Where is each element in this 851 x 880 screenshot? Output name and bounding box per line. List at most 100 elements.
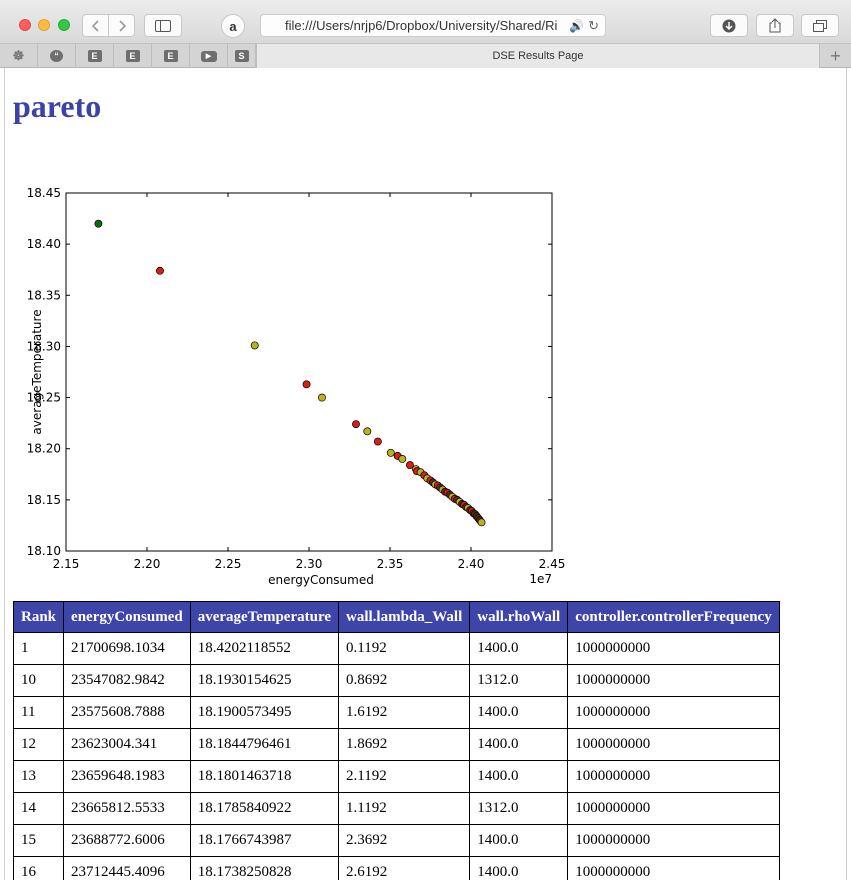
address-bar[interactable]: file:///Users/nrjp6/Dropbox/University/S… xyxy=(260,14,606,37)
table-cell: 12 xyxy=(12,728,65,761)
share-icon xyxy=(769,18,781,33)
favorite-s-icon: S xyxy=(234,50,249,62)
table-row: 13 23659648.1983 18.1801463718 2.1192 1400.0… xyxy=(12,760,780,793)
data-point xyxy=(156,266,164,275)
table-row: 16 23712445.4096 18.1738250828 2.6192 1400.0… xyxy=(12,856,780,880)
forward-button[interactable] xyxy=(109,15,134,36)
y-tick-label: 18.10 xyxy=(27,544,61,558)
data-point xyxy=(386,448,395,457)
favorite-s[interactable]: S xyxy=(228,44,256,68)
table-cell: 1000000000 xyxy=(567,760,780,793)
table-cell: 1.1192 xyxy=(337,792,471,825)
table-cell: 1000000000 xyxy=(567,632,780,665)
downloads-button[interactable] xyxy=(710,14,748,37)
data-point xyxy=(405,461,414,470)
table-row: 15 23688772.6006 18.1766743987 2.3692 1400.0… xyxy=(12,824,780,857)
url-text: file:///Users/nrjp6/Dropbox/University/S… xyxy=(285,18,558,33)
favorite-youtube[interactable]: ▶ xyxy=(190,44,228,68)
table-cell: 1 xyxy=(12,632,65,665)
y-tick-label: 18.45 xyxy=(27,186,61,200)
table-cell: 18.1766743987 xyxy=(189,824,340,857)
page-title: pareto xyxy=(13,88,102,124)
results-table: Rank energyConsumed averageTemperature wall… xyxy=(12,601,780,880)
new-tab-button[interactable]: + xyxy=(820,44,851,68)
favorite-e-3[interactable]: E xyxy=(152,44,190,68)
favorite-e-2[interactable]: E xyxy=(114,44,152,68)
youtube-icon: ▶ xyxy=(200,50,217,62)
table-cell: 1312.0 xyxy=(469,664,569,697)
pareto-scatter-plot: 2.15 2.20 2.25 2.30 2.35 2.40 2.45 18.10 18.15 1… xyxy=(27,186,566,587)
table-cell: 1.6192 xyxy=(337,696,471,729)
y-tick-label: 18.30 xyxy=(27,339,61,353)
y-axis-ticks: 18.10 18.15 18.20 18.25 18.30 18.35 18.40 18.45 xyxy=(27,186,552,558)
table-cell: 23665812.5533 xyxy=(63,792,191,825)
x-axis-label: energyConsumed xyxy=(268,573,374,587)
table-cell: 18.1801463718 xyxy=(189,760,340,793)
data-point xyxy=(250,341,259,350)
x-axis-ticks: 2.15 2.20 2.25 2.30 2.35 2.40 2.45 xyxy=(53,193,565,571)
favorite-chat[interactable]: “ xyxy=(38,44,76,68)
amazon-icon: a xyxy=(229,18,237,34)
tabs-overview-button[interactable] xyxy=(801,14,839,37)
favorite-ghost[interactable]: ☸ xyxy=(0,44,38,68)
table-cell: 23688772.6006 xyxy=(63,824,191,857)
browser-toolbar: a file:///Users/nrjp6/Dropbox/University… xyxy=(0,0,851,44)
zoom-window-button[interactable] xyxy=(58,19,70,31)
table-cell: 1400.0 xyxy=(469,728,569,761)
table-cell: 1400.0 xyxy=(469,696,569,729)
column-header: averageTemperature xyxy=(189,601,340,633)
table-cell: 23712445.4096 xyxy=(63,856,191,880)
table-row: 1 21700698.1034 18.4202118552 0.1192 1400.0 1… xyxy=(12,632,780,665)
column-header: wall.lambda_Wall xyxy=(337,601,471,633)
y-tick-label: 18.15 xyxy=(27,493,61,507)
x-tick-label: 2.25 xyxy=(215,557,242,571)
table-cell: 23623004.341 xyxy=(63,728,191,761)
table-header-row: Rank energyConsumed averageTemperature wall… xyxy=(12,601,780,633)
table-cell: 0.1192 xyxy=(337,632,471,665)
history-navigation xyxy=(82,14,135,37)
data-point xyxy=(398,454,407,463)
data-point xyxy=(94,219,103,228)
data-points xyxy=(94,219,486,527)
data-point xyxy=(363,427,372,436)
table-cell: 11 xyxy=(12,696,65,729)
sidebar-icon xyxy=(155,19,171,32)
speaker-icon[interactable]: 🔊 xyxy=(569,18,585,33)
table-cell: 18.1738250828 xyxy=(189,856,340,880)
table-cell: 2.1192 xyxy=(337,760,471,793)
column-header: controller.controllerFrequency xyxy=(567,601,780,633)
page-content: pareto 2.15 2.20 2.25 2.30 2.35 2.40 2.45 18.1… xyxy=(4,68,847,880)
tab-dse-results[interactable]: DSE Results Page xyxy=(256,44,820,68)
reload-icon[interactable]: ↻ xyxy=(588,17,599,33)
amazon-button[interactable]: a xyxy=(221,14,245,38)
ghost-icon: ☸ xyxy=(12,48,25,63)
table-cell: 1000000000 xyxy=(567,728,780,761)
plus-icon: + xyxy=(830,45,841,66)
data-point xyxy=(318,393,326,402)
table-cell: 18.4202118552 xyxy=(189,632,340,665)
y-tick-label: 18.40 xyxy=(27,237,61,251)
column-header: wall.rhoWall xyxy=(469,601,569,633)
favorite-e-1[interactable]: E xyxy=(76,44,114,68)
table-row: 14 23665812.5533 18.1785840922 1.1192 1312.0… xyxy=(12,792,780,825)
back-button[interactable] xyxy=(83,15,109,36)
share-button[interactable] xyxy=(756,14,794,37)
x-axis-offset-label: 1e7 xyxy=(529,572,552,586)
y-tick-label: 18.25 xyxy=(27,391,61,405)
table-cell: 1.8692 xyxy=(337,728,471,761)
table-cell: 1000000000 xyxy=(567,792,780,825)
table-cell: 2.3692 xyxy=(337,824,471,857)
close-window-button[interactable] xyxy=(19,19,31,31)
sidebar-button[interactable] xyxy=(144,14,182,37)
table-cell: 1000000000 xyxy=(567,856,780,880)
x-tick-label: 2.40 xyxy=(458,557,485,571)
table-cell: 1400.0 xyxy=(469,632,569,665)
table-body: 1 21700698.1034 18.4202118552 0.1192 1400.0 1… xyxy=(12,632,780,880)
table-cell: 15 xyxy=(12,824,65,857)
table-cell: 1000000000 xyxy=(567,664,780,697)
table-cell: 16 xyxy=(12,856,65,880)
table-cell: 18.1785840922 xyxy=(189,792,340,825)
plot-area xyxy=(65,192,553,552)
chevron-right-icon xyxy=(118,19,126,32)
minimize-window-button[interactable] xyxy=(38,19,50,31)
